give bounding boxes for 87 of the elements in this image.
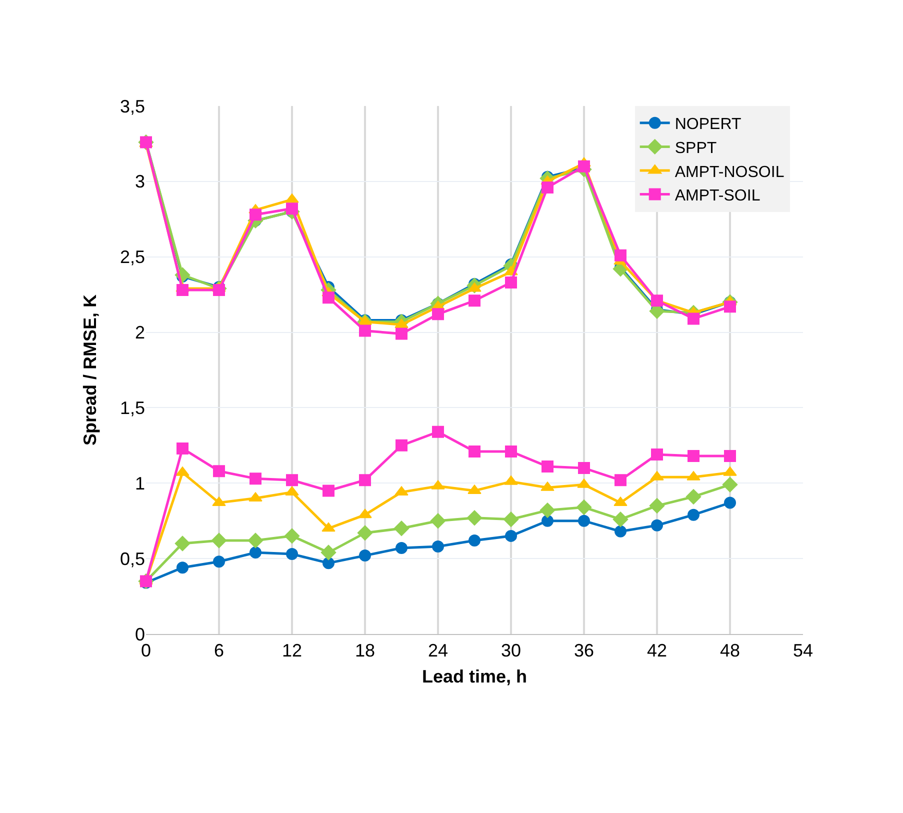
point [468, 445, 480, 458]
legend-label: NOPERT [674, 116, 742, 134]
point [724, 496, 736, 509]
point [359, 474, 371, 486]
point [542, 460, 554, 473]
x-tick-label: 54 [792, 640, 814, 661]
point [612, 512, 628, 527]
point [286, 548, 298, 560]
point [248, 532, 264, 548]
y-tick-label: 0 [134, 624, 145, 644]
point [651, 294, 663, 307]
point [213, 556, 225, 568]
point [468, 294, 480, 307]
point [250, 472, 262, 485]
point [649, 498, 665, 514]
point [651, 448, 663, 460]
point [322, 484, 334, 497]
point [651, 519, 663, 532]
point [614, 525, 626, 538]
point [432, 540, 444, 552]
point [578, 462, 590, 474]
point [468, 534, 480, 546]
point [505, 276, 517, 288]
point [176, 562, 188, 574]
point [396, 542, 408, 554]
point [686, 489, 702, 504]
point [174, 536, 190, 552]
point [286, 474, 298, 486]
y-tick-label: 1 [134, 473, 145, 494]
x-tick-label: 36 [574, 640, 594, 661]
y-tick-label: 2 [134, 322, 145, 343]
y-tick-label: 2,5 [120, 247, 145, 268]
point [614, 474, 626, 486]
point [322, 522, 336, 532]
point [430, 513, 446, 529]
point [614, 249, 626, 262]
legend-label: AMPT-NOSOIL [674, 164, 784, 181]
point [250, 546, 262, 559]
point [688, 312, 700, 325]
y-tick-label: 0,5 [120, 548, 145, 569]
x-tick-label: 24 [428, 640, 448, 661]
point [688, 450, 700, 462]
point [359, 324, 371, 337]
point [213, 465, 225, 478]
point [322, 292, 334, 304]
point [724, 450, 736, 462]
y-tick-label: 3 [134, 172, 145, 192]
point [211, 532, 227, 548]
x-tick-label: 42 [646, 640, 668, 661]
point [578, 514, 590, 527]
point [284, 528, 300, 544]
point [176, 284, 188, 296]
x-tick-label: 30 [500, 640, 522, 661]
legend-label: AMPT-SOIL [674, 188, 760, 205]
y-tick-label: 3,5 [120, 96, 145, 116]
point [542, 514, 554, 527]
point [357, 525, 373, 541]
x-tick-label: 12 [282, 640, 302, 661]
x-axis-title: Lead time, h [422, 666, 528, 687]
point [505, 445, 517, 458]
point [396, 439, 408, 452]
point [722, 477, 738, 492]
point [540, 502, 556, 518]
point [503, 512, 519, 527]
point [542, 181, 554, 194]
point [320, 544, 336, 560]
y-axis-title: Spread / RMSE, K [80, 294, 100, 446]
point [396, 328, 408, 340]
point [576, 500, 592, 515]
point [724, 300, 736, 313]
x-tick-label: 48 [720, 640, 740, 661]
y-tick-label: 1,5 [120, 398, 145, 418]
point [358, 508, 372, 518]
point [466, 510, 482, 526]
x-tick-label: 6 [214, 640, 224, 661]
point [505, 530, 517, 542]
point [394, 520, 410, 536]
x-tick-label: 18 [354, 640, 376, 661]
point [322, 557, 334, 570]
point [359, 550, 371, 562]
legend-label: SPPT [674, 140, 717, 157]
point [688, 508, 700, 521]
point [286, 202, 298, 215]
point [250, 208, 262, 221]
point [432, 426, 444, 438]
point [176, 442, 188, 454]
point [432, 308, 444, 320]
